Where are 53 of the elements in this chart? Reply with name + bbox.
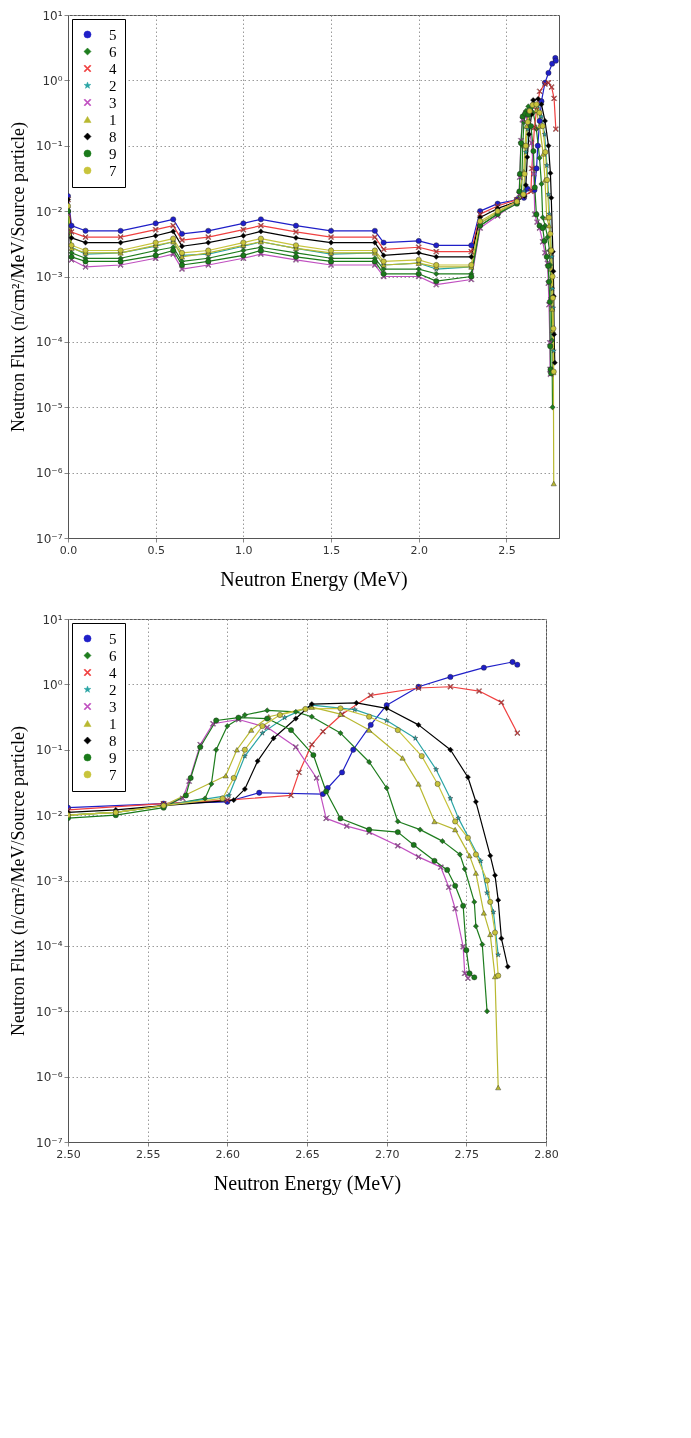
- legend-label: 2: [109, 681, 117, 698]
- y-tick-label: 10⁰: [42, 677, 63, 692]
- y-tick-label: 10⁻⁵: [36, 1004, 63, 1019]
- y-tick-label: 10¹: [42, 8, 63, 23]
- legend-label: 3: [109, 94, 117, 111]
- x-tick-label: 2.65: [295, 1147, 320, 1161]
- x-tick-label: 1.0: [235, 543, 253, 557]
- legend-label: 9: [109, 145, 117, 162]
- y-tick-label: 10⁻³: [36, 270, 63, 284]
- legend-label: 4: [109, 60, 117, 77]
- y-tick-label: 10⁻⁶: [36, 1070, 63, 1085]
- y-tick-label: 10⁰: [42, 73, 63, 88]
- legend-label: 6: [109, 647, 117, 664]
- legend-label: 8: [109, 732, 117, 749]
- legend-label: 3: [109, 698, 117, 715]
- y-tick-label: 10⁻⁷: [36, 1135, 63, 1150]
- x-tick-label: 1.5: [322, 543, 341, 557]
- x-tick-label: 0.0: [59, 543, 78, 557]
- x-tick-label: 2.70: [374, 1147, 400, 1161]
- x-tick-label: 2.80: [534, 1147, 559, 1161]
- legend-label: 5: [109, 26, 117, 43]
- y-tick-label: 10⁻⁵: [36, 400, 63, 415]
- legend-label: 5: [109, 630, 117, 647]
- y-tick-label: 10⁻²: [36, 808, 63, 823]
- y-tick-label: 10⁻³: [36, 874, 63, 888]
- y-tick-label: 10¹: [42, 612, 63, 627]
- x-tick-label: 0.5: [147, 543, 165, 557]
- x-tick-label: 2.55: [135, 1147, 161, 1161]
- legend-label: 6: [109, 43, 117, 60]
- x-tick-label: 2.0: [410, 543, 428, 557]
- y-tick-label: 10⁻²: [36, 204, 63, 219]
- y-tick-label: 10⁻⁶: [36, 466, 63, 481]
- y-tick-label: 10⁻⁴: [36, 335, 63, 350]
- legend-label: 7: [109, 162, 117, 179]
- y-tick-label: 10⁻¹: [36, 743, 63, 758]
- x-tick-label: 2.75: [454, 1147, 480, 1161]
- x-tick-label: 2.50: [56, 1147, 81, 1161]
- x-axis-title: Neutron Energy (MeV): [213, 1171, 402, 1195]
- x-tick-label: 2.5: [498, 543, 516, 557]
- legend-label: 9: [109, 749, 117, 766]
- legend-label: 2: [109, 77, 117, 94]
- y-tick-label: 10⁻⁷: [36, 531, 63, 546]
- y-axis-title: Neutron Flux (n/cm²/MeV/Source particle): [8, 726, 30, 1036]
- y-tick-label: 10⁻¹: [36, 139, 63, 154]
- legend-label: 7: [109, 766, 117, 783]
- legend-label: 4: [109, 664, 117, 681]
- legend-label: 1: [109, 715, 117, 732]
- legend-label: 1: [109, 111, 117, 128]
- y-tick-label: 10⁻⁴: [36, 939, 63, 954]
- x-axis-title: Neutron Energy (MeV): [220, 567, 408, 591]
- y-axis-title: Neutron Flux (n/cm²/MeV/Source particle): [8, 122, 30, 432]
- legend-label: 8: [109, 128, 117, 145]
- x-tick-label: 2.60: [215, 1147, 241, 1161]
